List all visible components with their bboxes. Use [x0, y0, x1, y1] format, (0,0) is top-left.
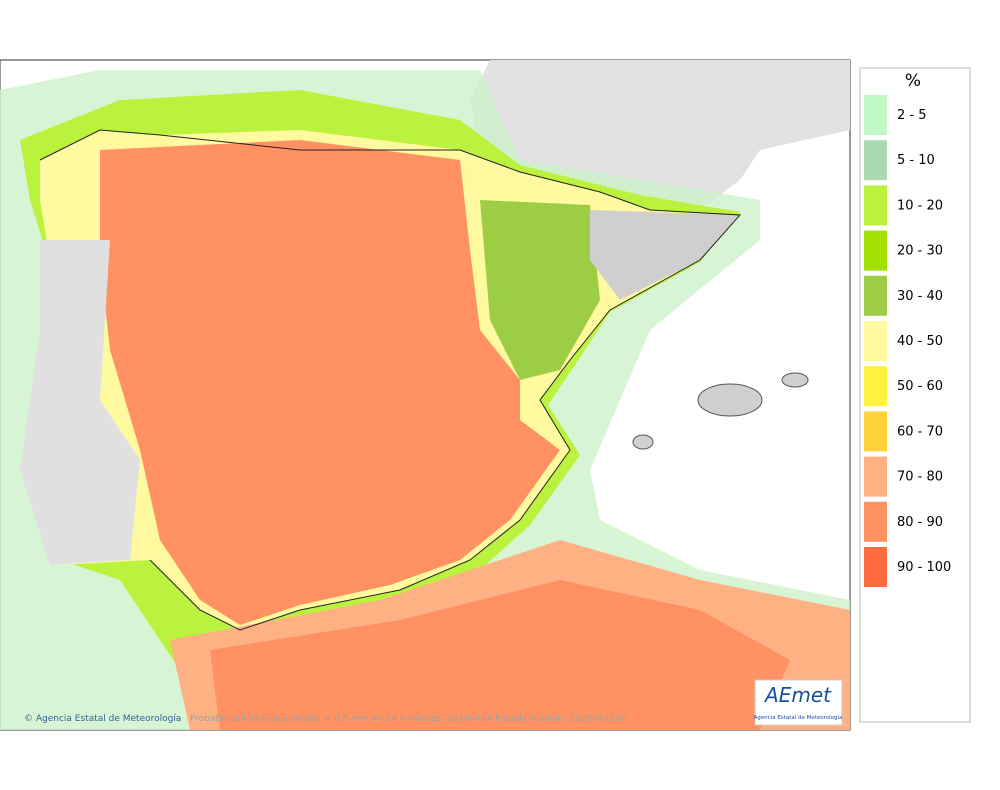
legend-swatch — [864, 140, 887, 181]
legend-label: 10 - 20 — [897, 198, 943, 213]
legend-swatch — [864, 366, 887, 407]
map: AEmet Agencia Estatal de Meteorología © … — [0, 59, 851, 731]
legend-swatch — [864, 456, 887, 497]
logo-subtitle: Agencia Estatal de Meteorología — [754, 714, 843, 721]
legend-label: 20 - 30 — [897, 244, 943, 259]
core-80-90 — [100, 140, 560, 625]
legend-swatch — [864, 95, 887, 135]
legend-swatch — [864, 275, 887, 316]
legend-label: 70 - 80 — [897, 470, 943, 485]
menorca — [781, 372, 809, 388]
legend-swatch — [864, 185, 887, 226]
legend-label: 40 - 50 — [897, 334, 943, 349]
coastline — [39, 129, 742, 631]
catalonia — [590, 210, 740, 300]
legend-label: 2 - 5 — [897, 108, 927, 123]
africa-80-90 — [210, 580, 790, 730]
legend-label: 30 - 40 — [897, 289, 943, 304]
logo-box — [754, 679, 843, 726]
legend-swatch — [864, 547, 887, 587]
portugal — [20, 240, 140, 565]
legend-label: 80 - 90 — [897, 515, 943, 530]
mallorca — [697, 383, 763, 417]
legend-swatch — [864, 321, 887, 361]
legend-swatch — [864, 411, 887, 452]
legend: % 2 - 5 5 - 10 10 - 20 20 - 30 30 - 40 40 - 5… — [859, 67, 971, 723]
ebro-30-40 — [480, 200, 600, 380]
legend-label: 90 - 100 — [897, 560, 951, 575]
logo-name: AEmet — [763, 683, 832, 707]
caption: Probabilidad de precipitación > 0.5 mm e… — [190, 713, 627, 724]
ibiza — [632, 434, 654, 450]
legend-title: % — [905, 71, 921, 91]
legend-swatch — [864, 501, 887, 542]
legend-label: 50 - 60 — [897, 379, 943, 394]
legend-label: 60 - 70 — [897, 424, 943, 439]
legend-swatch — [864, 230, 887, 271]
legend-label: 5 - 10 — [897, 153, 935, 168]
credit: © Agencia Estatal de Meteorología — [24, 714, 181, 724]
